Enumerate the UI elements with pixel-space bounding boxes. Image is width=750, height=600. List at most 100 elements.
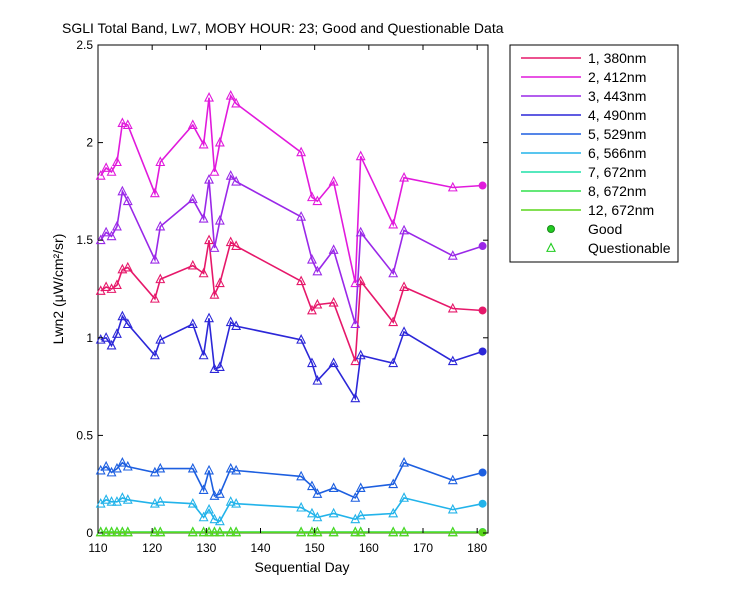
y-tick-label: 1.5 xyxy=(76,233,93,247)
questionable-point xyxy=(198,267,209,278)
questionable-point xyxy=(95,170,106,180)
questionable-point xyxy=(447,526,458,537)
questionable-point xyxy=(155,220,166,231)
questionable-point xyxy=(350,318,361,329)
x-tick-label: 110 xyxy=(88,541,107,555)
questionable-point xyxy=(350,392,361,403)
questionable-point xyxy=(106,496,117,506)
series-line xyxy=(100,240,483,362)
questionable-point xyxy=(231,526,242,537)
y-tick-label: 1 xyxy=(86,331,93,345)
questionable-point xyxy=(225,526,236,537)
questionable-point xyxy=(149,349,160,360)
legend-label: 6, 566nm xyxy=(588,145,646,161)
questionable-point xyxy=(225,496,236,506)
series-8 xyxy=(95,526,487,537)
questionable-point xyxy=(214,361,225,372)
questionable-point xyxy=(447,302,458,313)
questionable-point xyxy=(155,462,166,473)
questionable-point xyxy=(117,117,128,128)
questionable-point xyxy=(328,175,339,186)
questionable-point xyxy=(388,478,399,489)
questionable-point xyxy=(328,507,339,518)
chart-title: SGLI Total Band, Lw7, MOBY HOUR: 23; Goo… xyxy=(62,20,504,36)
questionable-point xyxy=(231,320,242,331)
questionable-point xyxy=(296,146,307,157)
good-point xyxy=(478,347,487,356)
legend-label: 5, 529nm xyxy=(588,126,646,142)
questionable-point xyxy=(198,511,209,522)
legend-label: 12, 672nm xyxy=(588,202,654,218)
questionable-point xyxy=(225,236,236,247)
questionable-point xyxy=(447,474,458,485)
legend-label: 2, 412nm xyxy=(588,69,646,85)
questionable-point xyxy=(307,191,317,202)
legend-label: 7, 672nm xyxy=(588,164,646,180)
x-tick-label: 120 xyxy=(142,541,162,555)
questionable-point xyxy=(312,375,323,385)
questionable-point xyxy=(214,136,225,147)
questionable-point xyxy=(312,511,323,522)
good-point xyxy=(478,499,487,508)
questionable-point xyxy=(214,214,225,225)
questionable-point xyxy=(231,97,242,108)
questionable-point xyxy=(209,242,220,252)
questionable-point xyxy=(198,526,209,537)
questionable-point xyxy=(117,526,128,537)
questionable-point xyxy=(112,220,122,231)
questionable-point xyxy=(122,460,133,471)
x-tick-label: 140 xyxy=(250,541,270,555)
questionable-point xyxy=(122,119,133,129)
questionable-point xyxy=(312,488,323,498)
questionable-point xyxy=(225,462,236,473)
questionable-point xyxy=(350,492,361,502)
questionable-point xyxy=(399,492,409,502)
questionable-point xyxy=(112,156,122,167)
questionable-point xyxy=(149,254,160,264)
series-line xyxy=(100,93,483,284)
questionable-point xyxy=(225,90,236,100)
questionable-point xyxy=(204,173,214,184)
questionable-point xyxy=(198,213,209,223)
questionable-point xyxy=(231,464,242,475)
y-tick-label: 2.5 xyxy=(76,38,93,52)
questionable-point xyxy=(187,526,198,537)
questionable-point xyxy=(106,166,117,176)
questionable-point xyxy=(204,312,214,323)
questionable-point xyxy=(388,526,399,537)
questionable-point xyxy=(447,503,458,514)
series-line xyxy=(100,174,483,325)
questionable-point xyxy=(214,277,225,288)
questionable-point xyxy=(355,482,366,493)
questionable-point xyxy=(122,318,133,329)
questionable-point xyxy=(296,211,307,221)
questionable-point xyxy=(117,457,128,467)
questionable-point xyxy=(106,230,117,241)
questionable-point xyxy=(399,457,409,467)
good-point xyxy=(478,468,487,477)
questionable-point xyxy=(122,261,133,272)
legend-questionable-marker xyxy=(546,242,556,252)
questionable-point xyxy=(95,234,106,245)
questionable-point xyxy=(447,355,458,366)
questionable-point xyxy=(399,326,409,336)
questionable-point xyxy=(328,244,339,254)
questionable-point xyxy=(399,172,409,182)
questionable-point xyxy=(312,265,323,276)
questionable-point xyxy=(122,494,133,504)
questionable-point xyxy=(117,310,128,321)
questionable-point xyxy=(198,138,209,149)
series-3 xyxy=(95,310,487,403)
questionable-point xyxy=(231,498,242,508)
questionable-point xyxy=(117,492,128,502)
questionable-point xyxy=(155,496,166,506)
questionable-point xyxy=(355,509,366,520)
questionable-point xyxy=(187,498,198,508)
questionable-point xyxy=(328,526,339,537)
questionable-point xyxy=(101,526,112,537)
questionable-point xyxy=(112,462,122,473)
questionable-point xyxy=(214,515,225,526)
questionable-point xyxy=(187,193,198,204)
questionable-point xyxy=(296,275,307,286)
